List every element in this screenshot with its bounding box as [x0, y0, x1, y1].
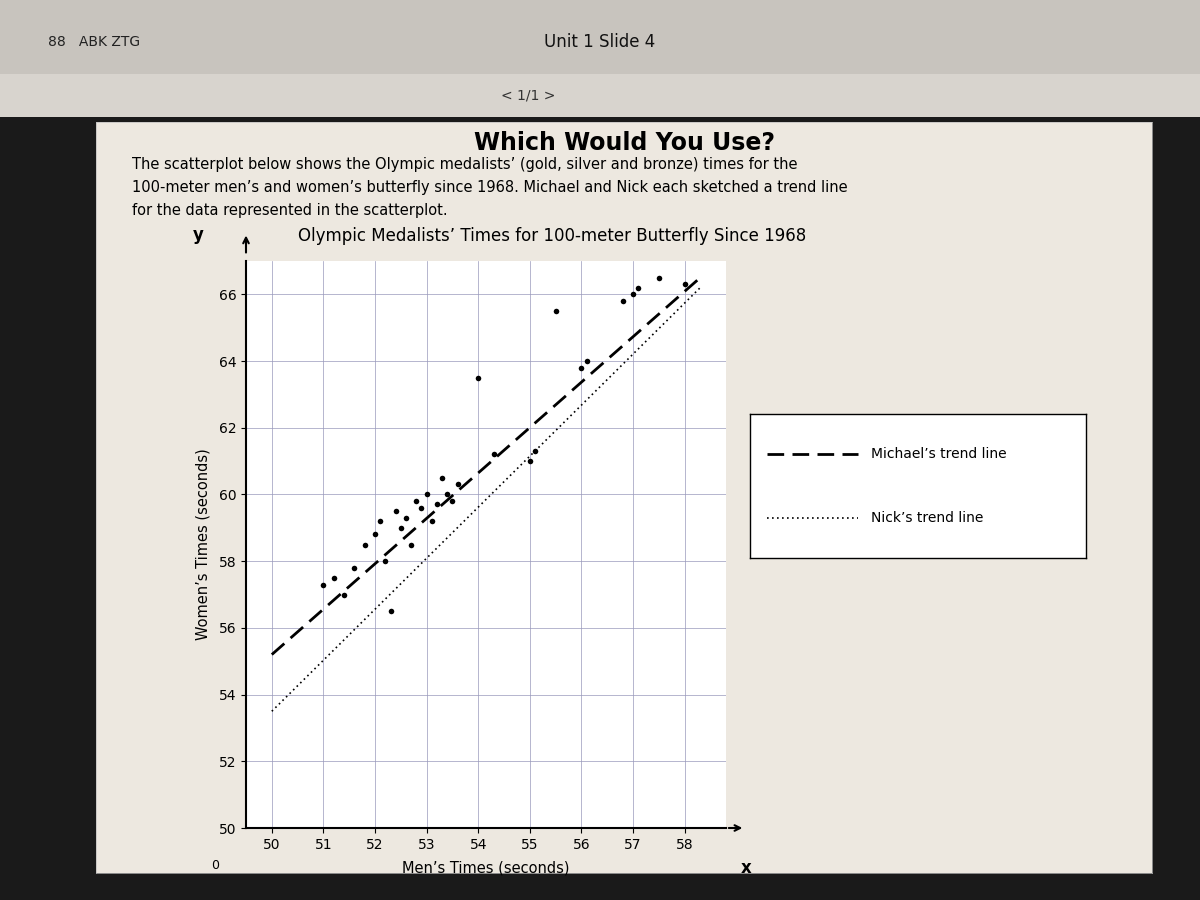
- Point: [521, 454, 540, 468]
- Point: [344, 561, 364, 575]
- Point: [324, 571, 343, 585]
- Point: [624, 287, 643, 302]
- Point: [376, 554, 395, 569]
- Text: Michael’s trend line: Michael’s trend line: [871, 447, 1007, 462]
- Point: [613, 293, 632, 308]
- Point: [314, 577, 334, 591]
- Point: [396, 510, 415, 525]
- Point: [386, 504, 406, 518]
- Point: [418, 487, 437, 501]
- Point: [676, 277, 695, 292]
- Point: [572, 361, 592, 375]
- Point: [335, 588, 354, 602]
- Point: [469, 371, 488, 385]
- Point: [438, 487, 457, 501]
- Text: x: x: [740, 860, 751, 878]
- Text: for the data represented in the scatterplot.: for the data represented in the scatterp…: [132, 202, 448, 218]
- Text: Unit 1 Slide 4: Unit 1 Slide 4: [545, 33, 655, 51]
- Point: [526, 444, 545, 458]
- Text: Nick’s trend line: Nick’s trend line: [871, 510, 983, 525]
- Point: [448, 477, 467, 491]
- Text: Which Would You Use?: Which Would You Use?: [474, 130, 774, 155]
- Point: [366, 527, 385, 542]
- Point: [432, 471, 451, 485]
- Point: [402, 537, 421, 552]
- Text: 100-meter men’s and women’s butterfly since 1968. Michael and Nick each sketched: 100-meter men’s and women’s butterfly si…: [132, 180, 847, 195]
- Point: [427, 498, 446, 512]
- Text: The scatterplot below shows the Olympic medalists’ (gold, silver and bronze) tim: The scatterplot below shows the Olympic …: [132, 158, 798, 173]
- Point: [391, 520, 410, 535]
- Point: [546, 304, 565, 319]
- X-axis label: Men’s Times (seconds): Men’s Times (seconds): [402, 860, 570, 875]
- Text: < 1/1 >: < 1/1 >: [500, 88, 556, 103]
- Text: Olympic Medalists’ Times for 100-meter Butterfly Since 1968: Olympic Medalists’ Times for 100-meter B…: [298, 227, 806, 245]
- Y-axis label: Women’s Times (seconds): Women’s Times (seconds): [196, 448, 210, 641]
- Text: 88   ABK ZTG: 88 ABK ZTG: [48, 35, 140, 50]
- Point: [443, 494, 462, 508]
- Point: [577, 354, 596, 368]
- Point: [629, 281, 648, 295]
- Point: [355, 537, 374, 552]
- Point: [649, 271, 668, 285]
- Text: 0: 0: [211, 860, 220, 872]
- Point: [422, 514, 442, 528]
- Point: [412, 500, 431, 515]
- Point: [371, 514, 390, 528]
- Text: y: y: [192, 226, 204, 244]
- Point: [484, 447, 503, 462]
- Point: [407, 494, 426, 508]
- Point: [380, 604, 400, 618]
